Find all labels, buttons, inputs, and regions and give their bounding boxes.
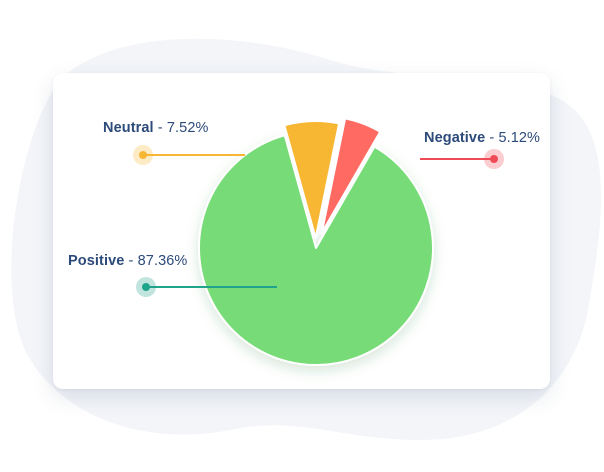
neutral-name: Neutral [103,120,154,136]
positive-percent: 87.36% [137,253,188,269]
negative-separator: - [485,130,499,146]
negative-label: Negative - 5.12% [424,130,540,146]
positive-slice [198,134,434,366]
neutral-separator: - [153,120,167,136]
negative-marker-dot [490,155,498,163]
negative-slice [320,117,382,235]
positive-marker-dot [142,283,150,291]
positive-separator: - [124,253,138,269]
neutral-label: Neutral - 7.52% [103,120,208,136]
negative-name: Negative [424,130,486,146]
positive-name: Positive [68,253,125,269]
neutral-marker-dot [139,151,147,159]
positive-label: Positive - 87.36% [68,253,187,269]
negative-percent: 5.12% [498,130,541,146]
neutral-percent: 7.52% [166,120,209,136]
neutral-slice [283,120,341,240]
